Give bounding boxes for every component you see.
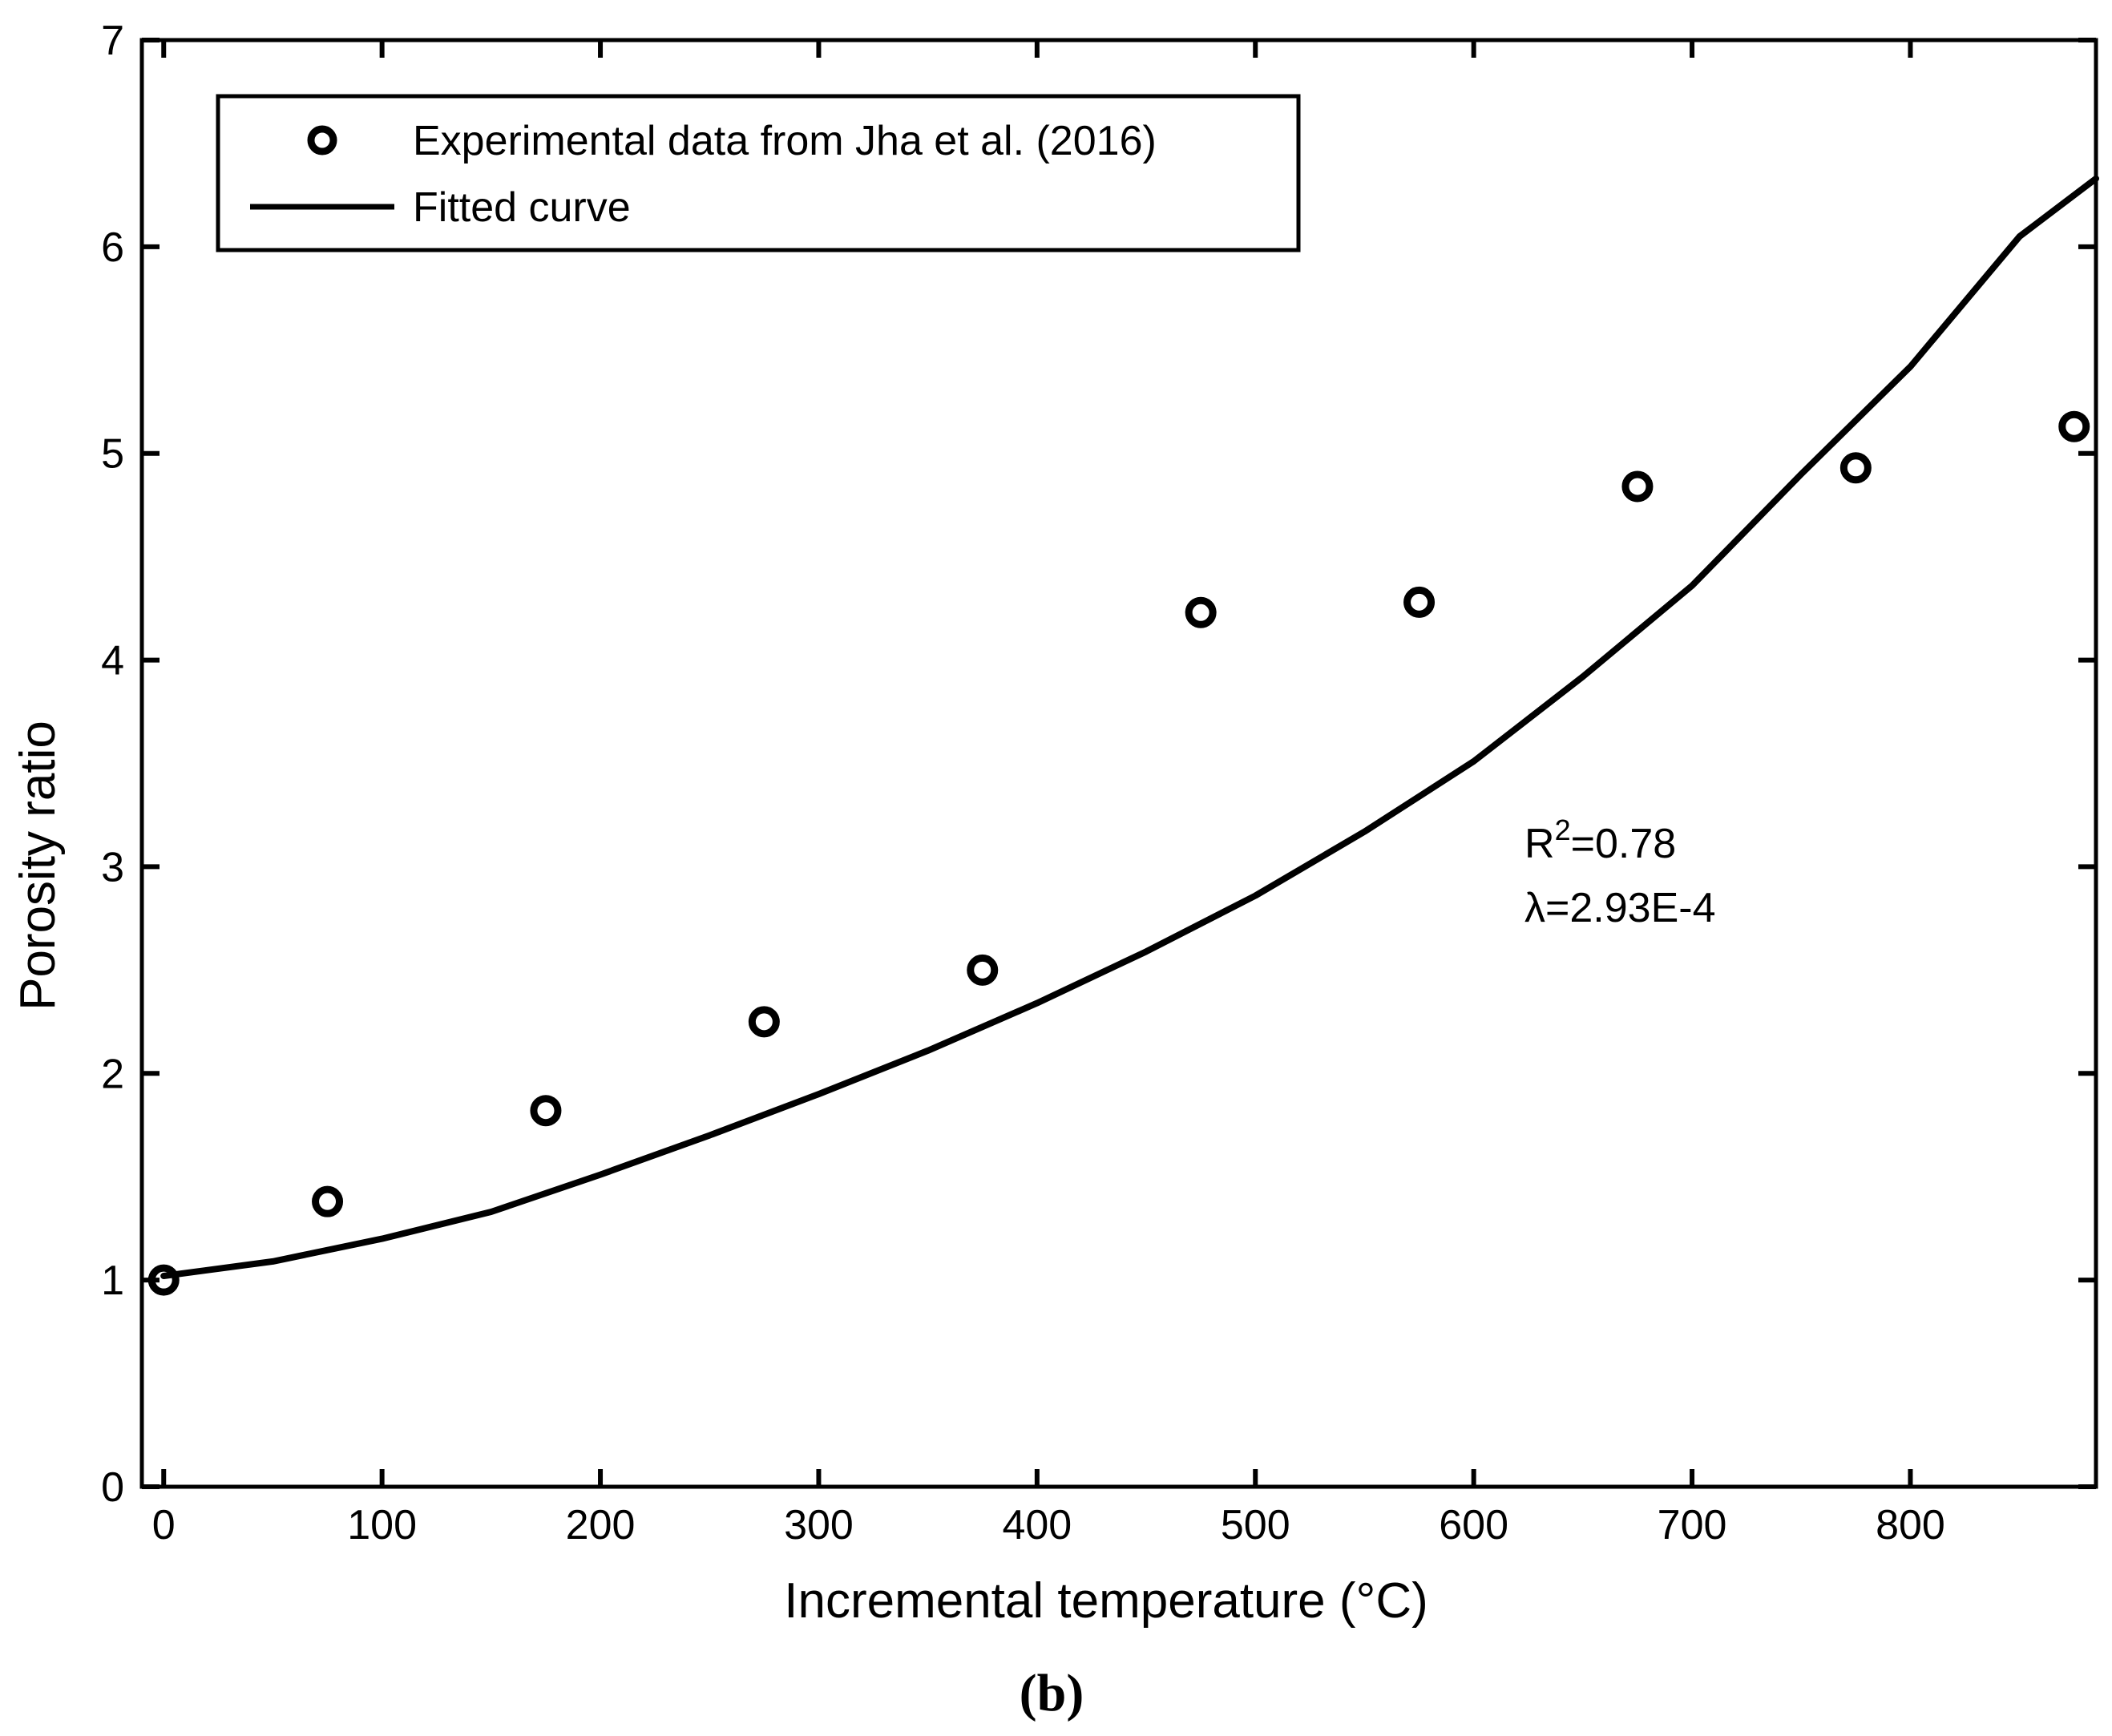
- y-tick-label-6: 6: [101, 224, 124, 271]
- y-axis-title: Porosity ratio: [10, 721, 66, 1011]
- x-tick-label-300: 300: [784, 1502, 854, 1548]
- data-point-8: [1839, 452, 1872, 484]
- y-tick-label-3: 3: [101, 844, 124, 890]
- lambda-annotation: λ=2.93E-4: [1524, 885, 1716, 931]
- data-point-1: [312, 1185, 344, 1217]
- legend: Experimental data from Jha et al. (2016)…: [216, 94, 1301, 252]
- x-axis-title: Incremental temperature (°C): [784, 1573, 1428, 1629]
- legend-box: [216, 94, 1301, 252]
- data-point-6: [1403, 586, 1436, 618]
- data-point-4: [967, 954, 999, 986]
- x-axis-ticks: 0 100 200 300 400 500 600 700 800: [152, 40, 1945, 1548]
- r-squared-value: =0.78: [1571, 821, 1677, 867]
- legend-marker-circle: [307, 125, 337, 155]
- fitted-curve-line: [160, 175, 2099, 1279]
- x-tick-label-400: 400: [1002, 1502, 1072, 1548]
- data-point-3: [748, 1006, 780, 1038]
- x-tick-label-500: 500: [1221, 1502, 1290, 1548]
- x-tick-label-600: 600: [1439, 1502, 1508, 1548]
- x-tick-label-700: 700: [1658, 1502, 1727, 1548]
- x-tick-label-0: 0: [152, 1502, 176, 1548]
- x-tick-label-800: 800: [1876, 1502, 1945, 1548]
- y-tick-label-5: 5: [101, 431, 124, 478]
- data-point-9: [2058, 410, 2090, 442]
- x-tick-label-100: 100: [347, 1502, 417, 1548]
- legend-label-fitted: Fitted curve: [413, 184, 631, 231]
- data-point-0: [147, 1264, 180, 1296]
- x-tick-label-200: 200: [566, 1502, 636, 1548]
- r-squared-prefix: R: [1524, 821, 1555, 867]
- legend-label-experimental: Experimental data from Jha et al. (2016): [413, 118, 1157, 164]
- data-point-5: [1185, 596, 1217, 628]
- y-axis-ticks: 0 1 2 3 4 5 6 7: [101, 18, 2096, 1511]
- axes-frame: [139, 38, 2098, 1489]
- r-squared-superscript: 2: [1555, 813, 1571, 846]
- experimental-points-layer: [147, 410, 2090, 1296]
- y-tick-label-0: 0: [101, 1464, 124, 1511]
- fitted-curve-layer: [160, 175, 2099, 1279]
- data-point-7: [1621, 470, 1654, 503]
- data-point-2: [530, 1095, 562, 1127]
- figure-caption: (b): [1020, 1664, 1084, 1722]
- r-squared-annotation: R2=0.78: [1524, 813, 1676, 867]
- y-tick-label-4: 4: [101, 638, 124, 684]
- plot-area-border: [139, 38, 2098, 1489]
- y-tick-label-7: 7: [101, 18, 124, 64]
- y-tick-label-2: 2: [101, 1051, 124, 1097]
- y-tick-label-1: 1: [101, 1258, 124, 1304]
